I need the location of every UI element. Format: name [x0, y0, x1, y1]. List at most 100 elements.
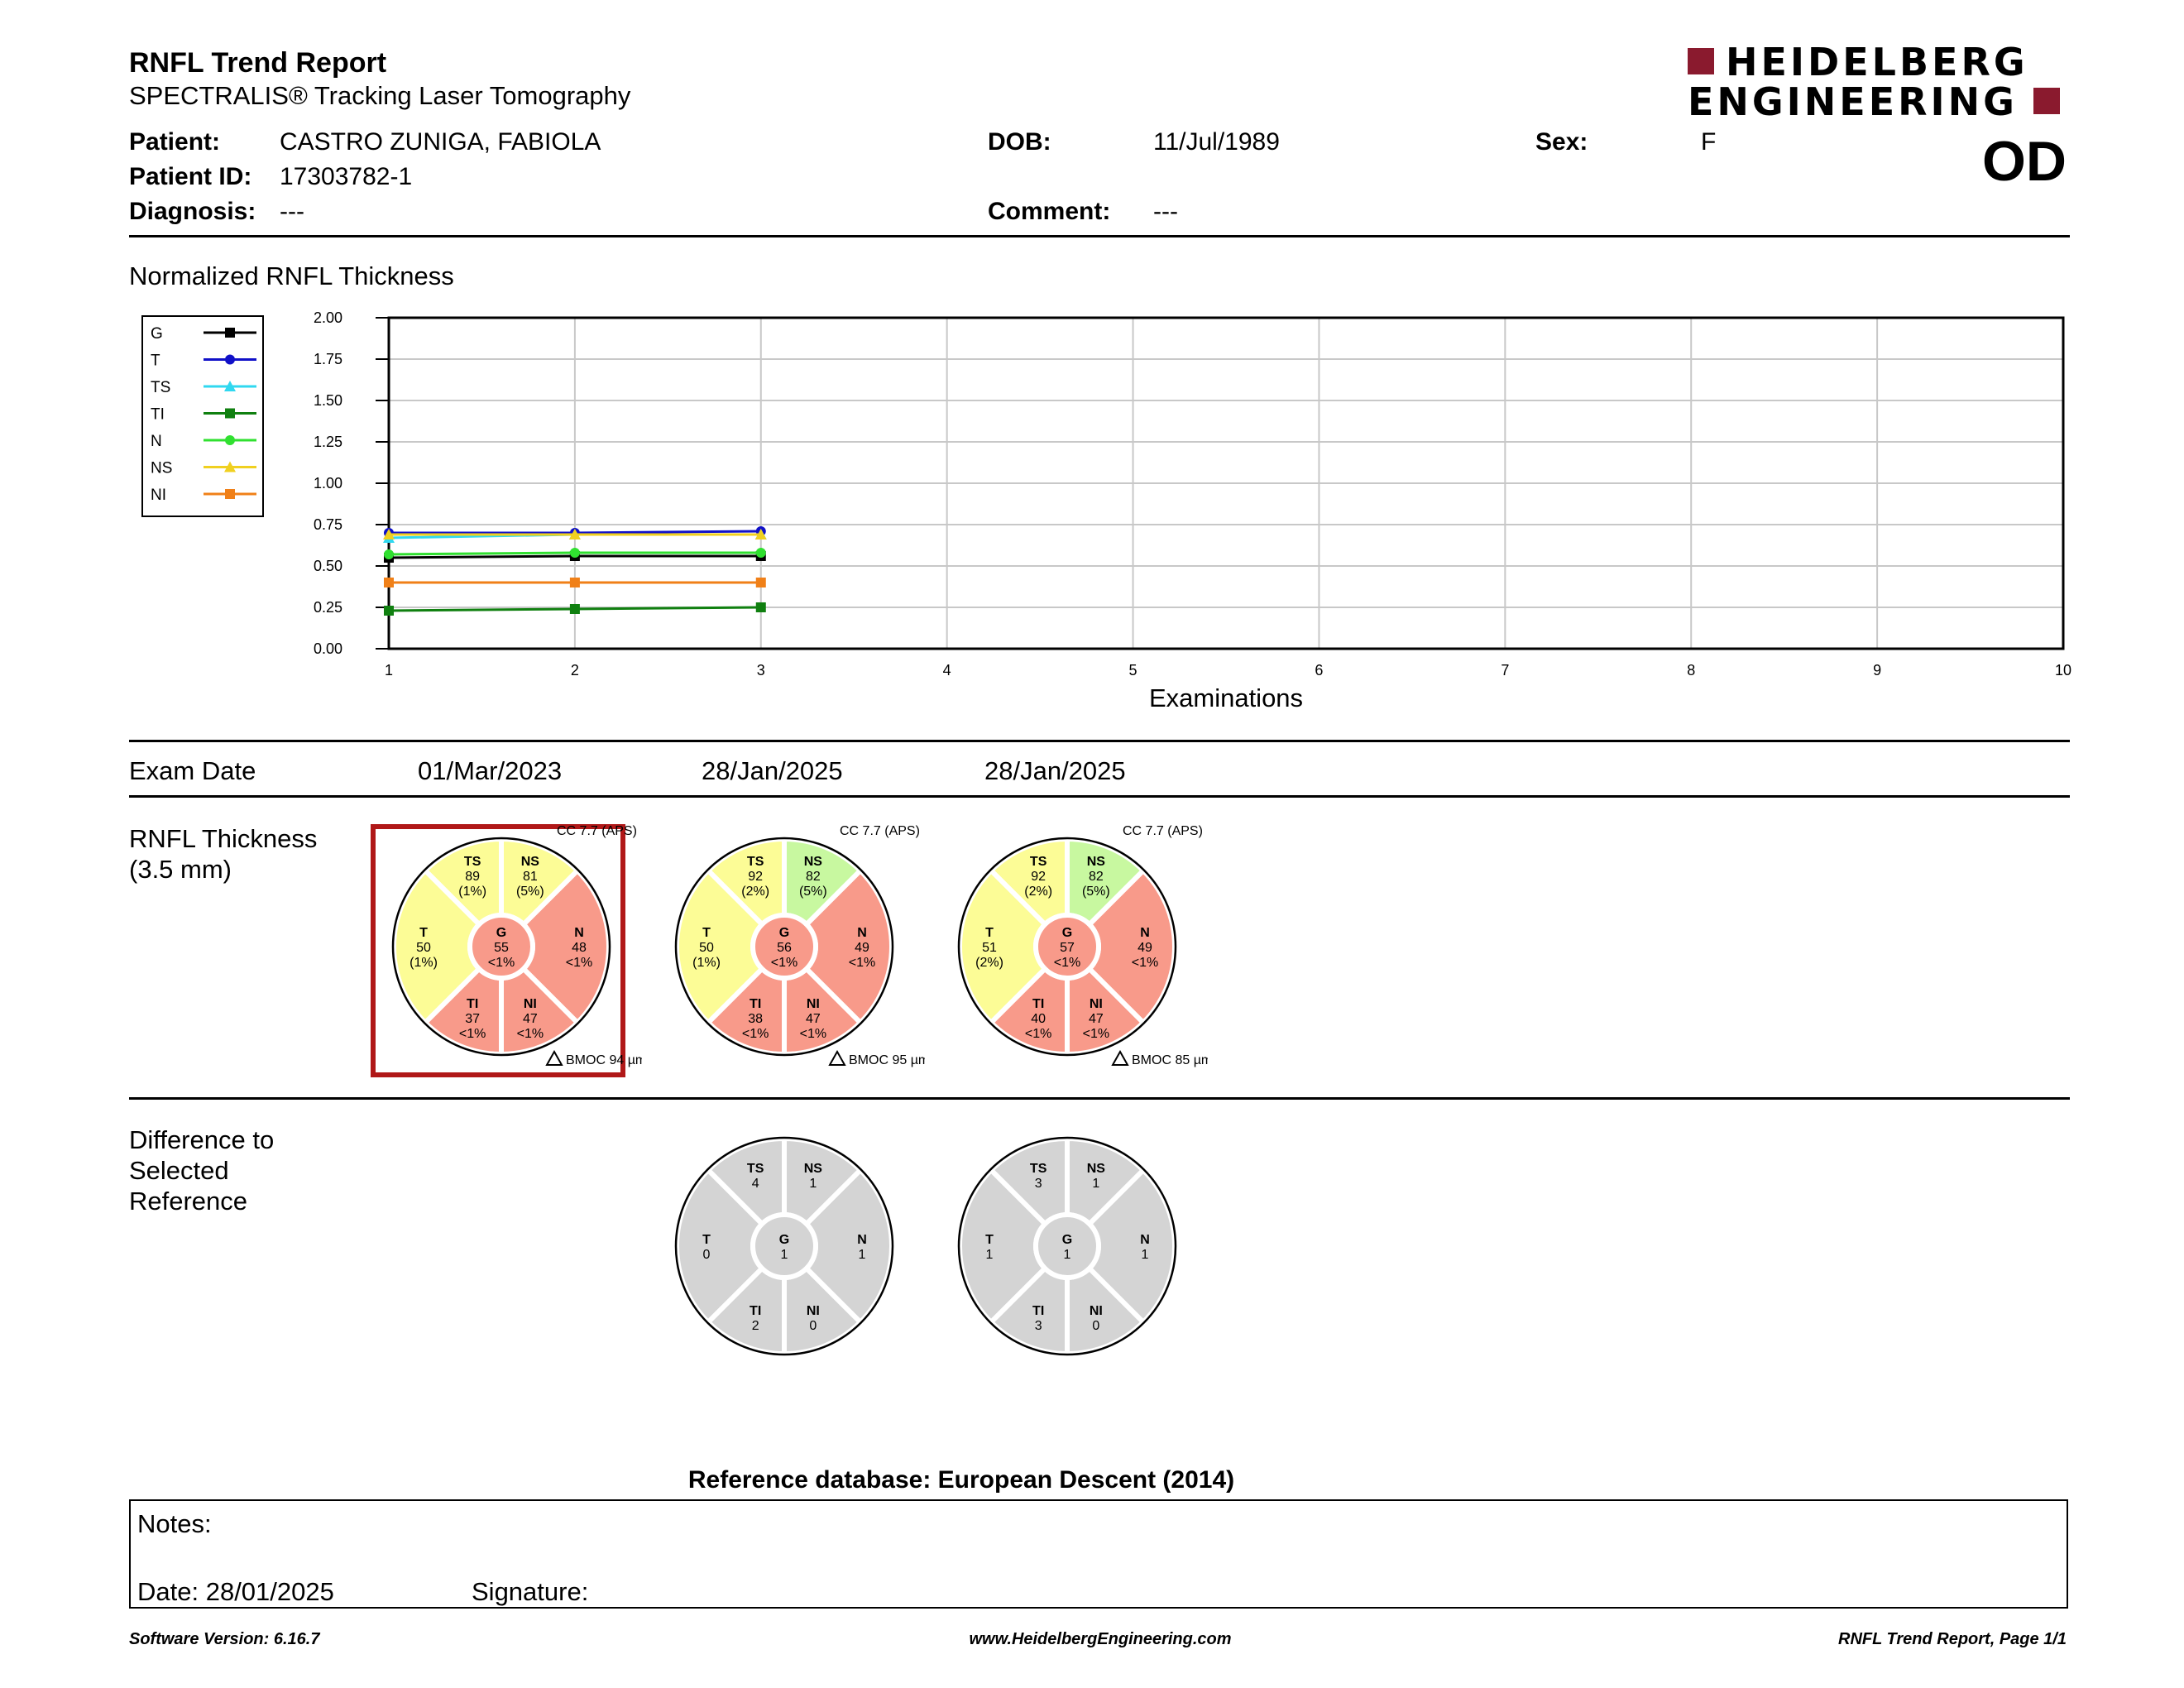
dob-value: 11/Jul/1989 — [1153, 128, 1280, 156]
sector-label-ns: NS1 — [804, 1162, 823, 1191]
sector-label-ti: TI3 — [1032, 1304, 1044, 1333]
sector-percentile: (2%) — [975, 956, 1003, 970]
sector-label-t: T0 — [702, 1233, 711, 1262]
sector-name: G — [496, 926, 506, 940]
dob-label: DOB: — [988, 128, 1051, 156]
sector-value: 48 — [572, 941, 587, 955]
data-point-ni — [569, 578, 580, 587]
sector-value: 49 — [1138, 941, 1152, 955]
sector-name: T — [702, 926, 711, 940]
sector-name: NI — [1090, 1304, 1103, 1318]
sector-value: 89 — [465, 870, 480, 884]
y-tick-label: 1.50 — [314, 392, 342, 409]
normalized-rnfl-chart: 0.00 0.25 0.50 0.75 1.00 1.25 1.50 1.75 2.00 1 2 3 4… — [141, 309, 2071, 712]
sector-value: 40 — [1031, 1012, 1046, 1026]
bmo-offset: BMOC 95 µm — [849, 1053, 925, 1067]
sector-difference: 1 — [1142, 1248, 1149, 1262]
quality-cc: CC 7.7 (APS) — [557, 824, 637, 838]
sector-name: T — [419, 926, 428, 940]
sector-value: 47 — [806, 1012, 821, 1026]
chart-legend: GT TS TI N NS NI — [141, 315, 264, 517]
delta-icon — [828, 1049, 846, 1066]
sector-label-ni: NI0 — [1090, 1304, 1103, 1333]
sector-g — [467, 913, 535, 981]
x-tick-label: 10 — [2055, 662, 2071, 679]
circle-outline — [957, 1136, 1177, 1356]
legend-marker-ts — [224, 381, 236, 391]
y-tick-label: 1.75 — [314, 351, 342, 367]
notes-date: Date: 28/01/2025 — [137, 1577, 334, 1606]
divider-chart — [129, 740, 2070, 742]
y-tick-label: 2.00 — [314, 309, 342, 326]
x-tick-label: 9 — [1873, 662, 1881, 679]
sector-difference: 3 — [1035, 1319, 1042, 1333]
thickness-circle-2: G56<1%T50(1%)TS92(2%)NS82(5%)N49<1%NI47<… — [674, 824, 925, 1067]
chart-section-title: Normalized RNFL Thickness — [129, 261, 454, 290]
data-point-n — [384, 549, 394, 559]
data-point-ti — [569, 604, 580, 614]
patient-id: 17303782-1 — [280, 163, 413, 190]
sector-name: G — [779, 926, 789, 940]
sector-name: T — [985, 1233, 994, 1247]
sex-label: Sex: — [1535, 128, 1588, 156]
sector-difference: 0 — [703, 1248, 711, 1262]
sector-percentile: <1% — [517, 1027, 544, 1041]
sector-percentile: <1% — [771, 956, 797, 970]
x-axis-label: Examinations — [1149, 683, 1303, 712]
sector-percentile: (2%) — [741, 885, 769, 899]
sector-value: 50 — [416, 941, 431, 955]
sector-difference: 0 — [809, 1319, 817, 1333]
circle-outline — [957, 837, 1177, 1057]
selected-reference-frame[interactable] — [371, 824, 625, 1077]
footer-page: RNFL Trend Report, Page 1/1 — [1838, 1630, 2067, 1648]
sector-value: 82 — [806, 870, 821, 884]
sector-name: NI — [1090, 997, 1103, 1011]
sector-difference: 1 — [809, 1177, 817, 1191]
sector-name: NI — [524, 997, 537, 1011]
y-tick-label: 1.25 — [314, 434, 342, 450]
legend-marker-ns — [224, 461, 236, 472]
sector-label-n: N1 — [1140, 1233, 1150, 1262]
software-version: Software Version: 6.16.7 — [129, 1630, 320, 1648]
sector-name: G — [1062, 1233, 1072, 1247]
difference-label-2: Selected — [129, 1156, 229, 1185]
legend-box — [141, 315, 264, 517]
sector-difference: 4 — [752, 1177, 759, 1191]
sector-percentile: (5%) — [799, 885, 827, 899]
sector-name: TS — [464, 855, 481, 869]
legend-label-ti: TI — [151, 406, 165, 424]
y-tick-label: 0.25 — [314, 599, 342, 616]
data-point-n — [569, 548, 580, 558]
x-tick-label: 3 — [757, 662, 765, 679]
data-point-ti — [384, 606, 394, 616]
quality-cc: CC 7.7 (APS) — [840, 824, 920, 838]
notes-label: Notes: — [137, 1509, 212, 1538]
divider-header — [129, 235, 2070, 237]
reference-database: Reference database: European Descent (20… — [687, 1466, 1235, 1494]
divider-exam-date — [129, 795, 2070, 798]
circle-outline — [674, 1136, 894, 1356]
x-tick-label: 2 — [571, 662, 579, 679]
legend-label-ns: NS — [151, 460, 172, 477]
sector-value: 82 — [1089, 870, 1104, 884]
sector-percentile: (1%) — [410, 956, 438, 970]
sector-difference: 2 — [752, 1319, 759, 1333]
sector-difference: 3 — [1035, 1177, 1042, 1191]
sector-label-n: N1 — [857, 1233, 867, 1262]
sector-name: N — [1140, 926, 1150, 940]
patient-id-label: Patient ID: — [129, 163, 252, 190]
sector-percentile: <1% — [800, 1027, 826, 1041]
sector-name: T — [985, 926, 994, 940]
sector-name: TS — [1030, 855, 1047, 869]
legend-marker-n — [225, 435, 235, 445]
sector-percentile: (5%) — [516, 885, 544, 899]
sector-name: TS — [1030, 1162, 1047, 1176]
legend-label-t: T — [151, 352, 160, 370]
diagnosis-value: --- — [280, 198, 304, 225]
